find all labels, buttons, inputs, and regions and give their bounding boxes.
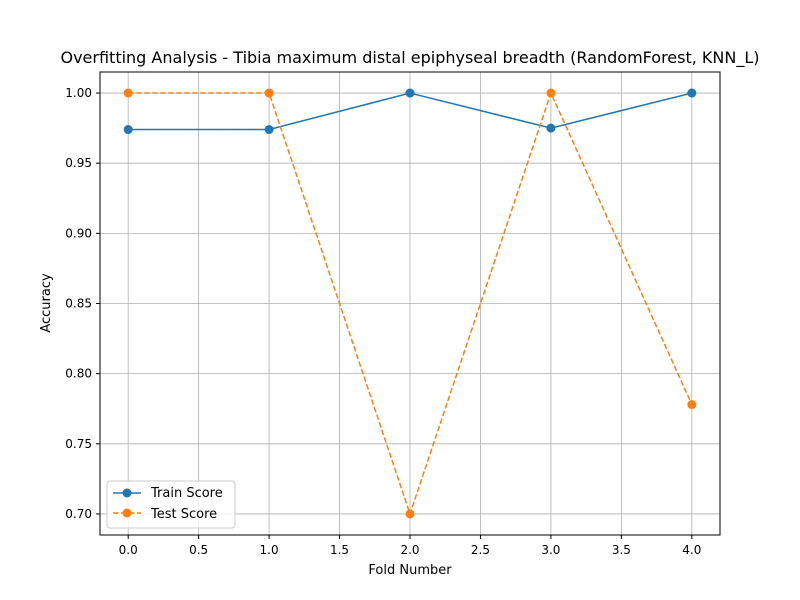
x-tick-label: 2.5	[471, 543, 490, 557]
x-tick-label: 1.5	[330, 543, 349, 557]
y-tick-label: 0.85	[65, 297, 92, 311]
x-tick-label: 2.0	[400, 543, 419, 557]
legend-label-train-score: Train Score	[150, 486, 223, 501]
test-score-point	[264, 88, 274, 98]
y-tick-label: 1.00	[65, 86, 92, 100]
chart-title: Overfitting Analysis - Tibia maximum dis…	[60, 48, 759, 68]
x-tick-label: 0.0	[119, 543, 138, 557]
train-score-point	[546, 123, 556, 133]
legend-label-test-score: Test Score	[150, 507, 217, 522]
x-tick-label: 4.0	[682, 543, 701, 557]
legend-marker-train-score	[122, 488, 132, 498]
x-axis-label: Fold Number	[368, 563, 452, 578]
x-tick-label: 3.0	[541, 543, 560, 557]
test-score-point	[405, 509, 415, 519]
y-tick-label: 0.70	[65, 507, 92, 521]
y-axis-label: Accuracy	[39, 273, 54, 333]
x-tick-label: 3.5	[612, 543, 631, 557]
y-axis-ticks: 0.70 0.75 0.80 0.85 0.90 0.95 1.00	[65, 86, 100, 521]
train-score-point	[687, 88, 697, 98]
test-score-point	[546, 88, 556, 98]
y-tick-label: 0.90	[65, 226, 92, 240]
train-score-point	[405, 88, 415, 98]
legend: Train Score Test Score	[106, 480, 236, 529]
x-tick-label: 0.5	[189, 543, 208, 557]
x-axis-ticks: 0.0 0.5 1.0 1.5 2.0 2.5 3.0 3.5 4.0	[119, 535, 701, 557]
y-tick-label: 0.95	[65, 156, 92, 170]
legend-marker-test-score	[122, 508, 132, 518]
train-score-point	[264, 125, 274, 135]
series-layer	[123, 88, 697, 519]
y-tick-label: 0.80	[65, 367, 92, 381]
y-tick-label: 0.75	[65, 437, 92, 451]
test-score-point	[687, 400, 697, 410]
x-tick-label: 1.0	[260, 543, 279, 557]
test-score-point	[123, 88, 133, 98]
train-score-point	[123, 125, 133, 135]
